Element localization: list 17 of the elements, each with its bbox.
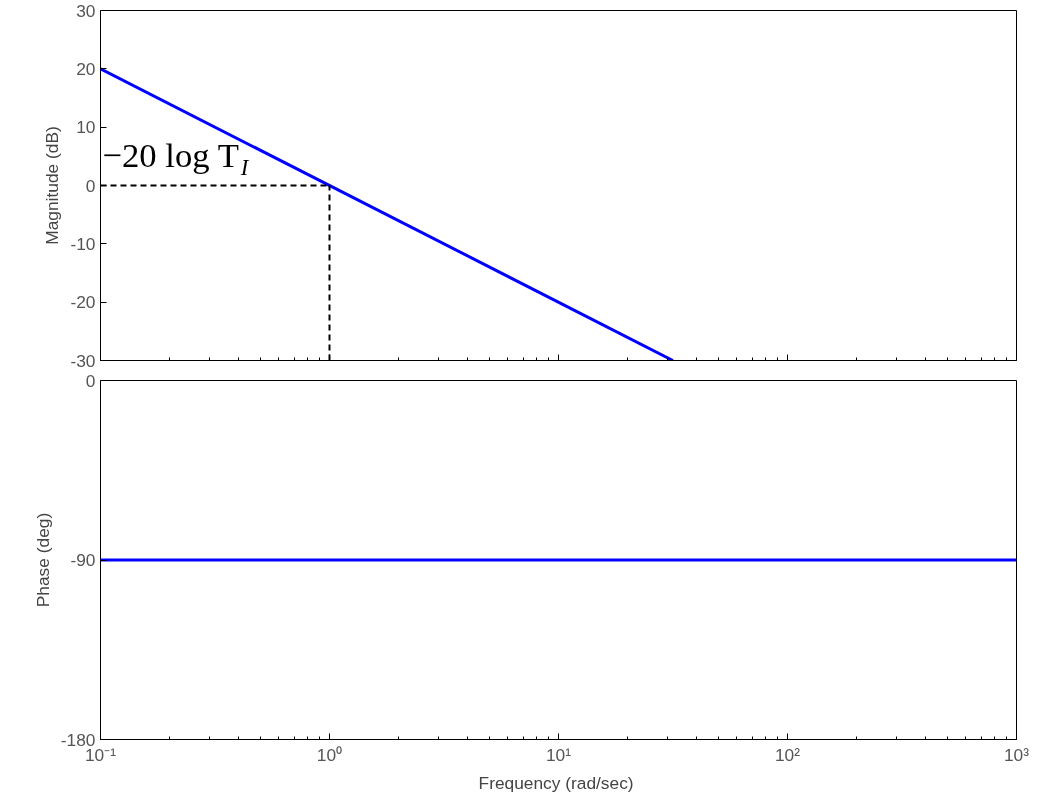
x-tick-label: 10³ bbox=[1003, 744, 1030, 765]
x-tick-label: 10² bbox=[774, 744, 801, 765]
y-tick-label: 10 bbox=[76, 117, 96, 138]
x-tick-label: 10⁰ bbox=[316, 744, 343, 765]
y-axis-title: Phase (deg) bbox=[32, 512, 53, 608]
x-axis-title: Frequency (rad/sec) bbox=[478, 772, 634, 793]
y-axis-title: Magnitude (dB) bbox=[42, 126, 63, 245]
y-tick-label: -10 bbox=[70, 233, 96, 254]
y-tick-label: 30 bbox=[76, 0, 96, 21]
x-tick-label: 10¹ bbox=[545, 744, 572, 765]
y-tick-label: -180 bbox=[60, 729, 96, 750]
y-tick-label: 20 bbox=[76, 58, 96, 79]
y-tick-label: -30 bbox=[70, 350, 96, 371]
y-tick-label: 0 bbox=[85, 175, 96, 196]
y-tick-label: 0 bbox=[85, 370, 96, 391]
y-tick-label: -90 bbox=[70, 550, 96, 570]
y-tick-label: -20 bbox=[70, 292, 96, 313]
